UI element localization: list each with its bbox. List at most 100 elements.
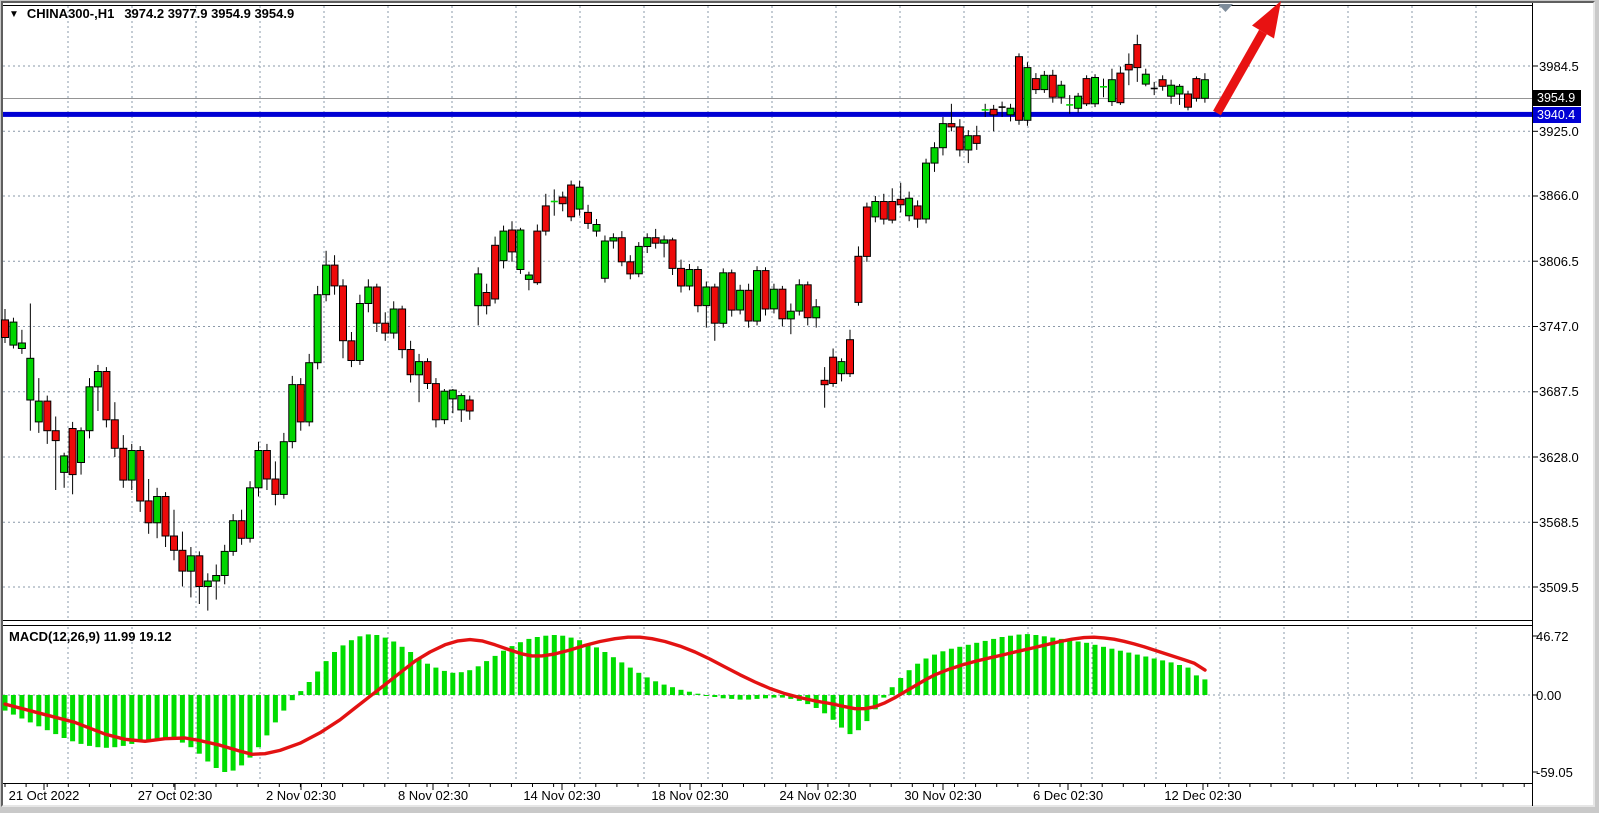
candle (127, 450, 136, 481)
candle (905, 197, 914, 217)
grid-horizontal (3, 65, 1533, 696)
candle (431, 383, 440, 421)
candle (558, 196, 567, 205)
candle (533, 230, 542, 284)
candle (575, 186, 584, 210)
time-axis-label: 21 Oct 2022 (8, 788, 80, 803)
candle (761, 270, 770, 310)
candle (964, 135, 973, 151)
price-axis-label: 3568.5 (1539, 515, 1579, 530)
candle (93, 371, 102, 388)
candle (1167, 84, 1176, 97)
hline-price-label: 3940.4 (1533, 107, 1581, 123)
candle (262, 450, 271, 480)
candle (600, 240, 609, 279)
candle (178, 549, 187, 572)
candle (34, 400, 43, 423)
trend-arrow[interactable] (1213, 1, 1281, 116)
candle (339, 285, 347, 342)
candle (186, 555, 195, 572)
candle (837, 361, 846, 375)
candle (879, 201, 888, 220)
candle (913, 205, 922, 220)
candle (888, 201, 897, 221)
candle (829, 356, 838, 385)
time-axis-label: 30 Nov 02:30 (904, 788, 982, 803)
candle (279, 441, 288, 495)
candle (482, 292, 491, 307)
candle (1124, 63, 1133, 71)
candle (1015, 56, 1023, 121)
macd-axis-label: 0.00 (1536, 687, 1562, 703)
candle (617, 237, 626, 263)
candle (288, 384, 297, 443)
candle (896, 198, 905, 206)
candle (922, 162, 930, 220)
chart-shift-marker-icon[interactable] (1218, 4, 1233, 12)
candle (634, 245, 643, 275)
candle (237, 520, 246, 539)
candle (398, 308, 407, 351)
candle (9, 321, 18, 346)
candle (592, 224, 601, 232)
candle (229, 520, 238, 552)
candle (508, 229, 516, 253)
candle (1066, 104, 1074, 106)
candle (406, 349, 415, 376)
candle (330, 264, 339, 287)
symbol-dropdown-icon[interactable]: ▼ (9, 9, 19, 20)
time-axis-border (3, 783, 1533, 784)
candle (727, 272, 736, 311)
time-axis-label: 27 Oct 02:30 (137, 788, 213, 803)
candle (972, 135, 981, 144)
price-axis-label: 3925.0 (1539, 124, 1579, 139)
candle (77, 430, 85, 464)
candle (26, 357, 35, 401)
pane-splitter-bottom[interactable] (3, 625, 1533, 626)
ohlc-values: 3974.2 3977.9 3954.9 3954.9 (124, 6, 295, 21)
candle (744, 289, 753, 322)
candle (643, 237, 652, 247)
candle (1074, 95, 1083, 109)
candle (1141, 73, 1150, 85)
candle (516, 229, 525, 270)
candle (347, 340, 356, 361)
macd-indicator-label: MACD(12,26,9) 11.99 19.12 (9, 629, 172, 644)
candle (212, 575, 221, 582)
time-axis-label: 24 Nov 02:30 (779, 788, 857, 803)
candle (938, 123, 947, 149)
candle (567, 184, 576, 218)
candle (710, 286, 719, 324)
candle (947, 123, 956, 128)
candle (474, 273, 483, 307)
symbol-ohlc-header: ▼ CHINA300-,H1 3974.2 3977.9 3954.9 3954.9 (9, 6, 294, 21)
candle (1150, 87, 1158, 90)
candle (254, 450, 263, 489)
candle (448, 389, 457, 400)
candle (677, 267, 685, 287)
candle (220, 550, 229, 577)
candle (862, 206, 871, 257)
candle (355, 303, 364, 361)
time-axis-label: 6 Dec 02:30 (1032, 788, 1104, 803)
candle (322, 264, 331, 296)
pane-splitter-top[interactable] (3, 620, 1533, 621)
candle (51, 430, 60, 442)
price-axis-label: 3509.5 (1539, 580, 1579, 595)
candle (930, 147, 939, 164)
candle (68, 428, 77, 476)
candle (550, 200, 558, 203)
candle (110, 419, 119, 449)
candle (85, 386, 94, 432)
candle (102, 371, 111, 421)
price-axis-label: 3984.5 (1539, 59, 1579, 74)
candle (161, 496, 170, 537)
candle (685, 269, 694, 287)
price-axis-label: 3747.0 (1539, 319, 1579, 334)
support-line[interactable] (3, 111, 1533, 117)
candle (153, 496, 162, 524)
candle (786, 310, 795, 320)
candle (668, 239, 677, 269)
